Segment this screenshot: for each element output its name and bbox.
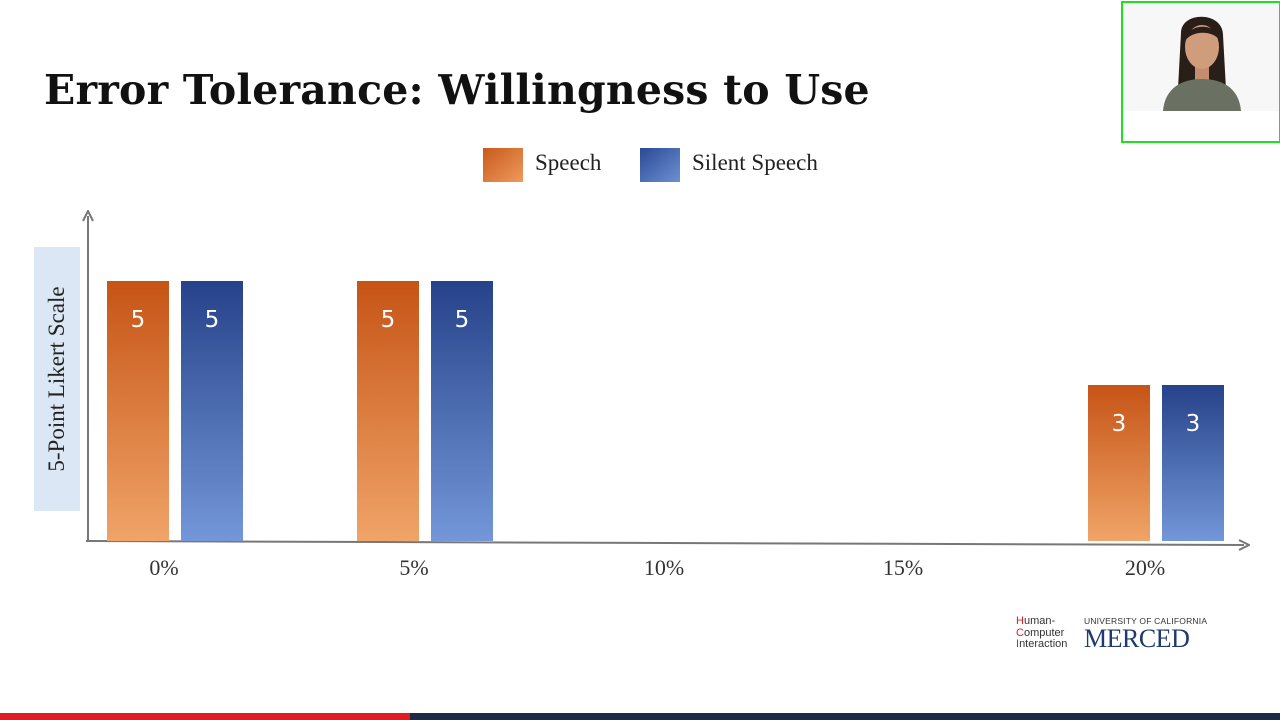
y-axis-label-background xyxy=(34,247,80,511)
presenter-avatar-icon xyxy=(1123,3,1279,141)
hci-logo-line: Human- xyxy=(1016,615,1056,627)
legend-swatch-silent-speech xyxy=(640,148,680,182)
x-tick-label: 5% xyxy=(399,555,428,580)
uc-logo-line: UNIVERSITY OF CALIFORNIA xyxy=(1084,616,1208,626)
bar-silent-speech-0pct xyxy=(181,281,243,541)
hci-logo-line: Computer xyxy=(1016,626,1065,639)
legend-label-speech: Speech xyxy=(535,150,602,175)
hci-logo-text: Human- Computer Interaction xyxy=(1016,615,1068,651)
x-tick-label: 0% xyxy=(149,555,178,580)
x-axis-line xyxy=(85,541,1244,545)
bar-value-label: 3 xyxy=(1112,411,1127,437)
video-progress-fill xyxy=(0,713,410,720)
hci-ucmerced-logo: Human- Computer Interaction UNIVERSITY OF … xyxy=(1014,614,1208,654)
bar-value-label: 5 xyxy=(131,307,146,333)
x-tick-label: 20% xyxy=(1125,555,1165,580)
presenter-webcam xyxy=(1121,1,1280,143)
bar-value-label: 5 xyxy=(455,307,470,333)
hci-logo-line: Interaction xyxy=(1016,638,1068,650)
bar-silent-speech-5pct xyxy=(431,281,493,541)
bar-value-label: 3 xyxy=(1186,411,1201,437)
bar-value-label: 5 xyxy=(381,307,396,333)
bar-value-label: 5 xyxy=(205,307,220,333)
video-progress-bar[interactable] xyxy=(0,713,1280,720)
bar-speech-5pct xyxy=(357,281,419,541)
slide-title: Error Tolerance: Willingness to Use xyxy=(44,66,870,114)
bar-speech-20pct xyxy=(1088,385,1150,541)
x-tick-label: 10% xyxy=(644,555,684,580)
legend-label-silent-speech: Silent Speech xyxy=(692,150,818,175)
bar-speech-0pct xyxy=(107,281,169,541)
x-tick-label: 15% xyxy=(883,555,923,580)
bar-silent-speech-20pct xyxy=(1162,385,1224,541)
merced-logo-word: MERCED xyxy=(1084,624,1190,653)
legend-swatch-speech xyxy=(483,148,523,182)
